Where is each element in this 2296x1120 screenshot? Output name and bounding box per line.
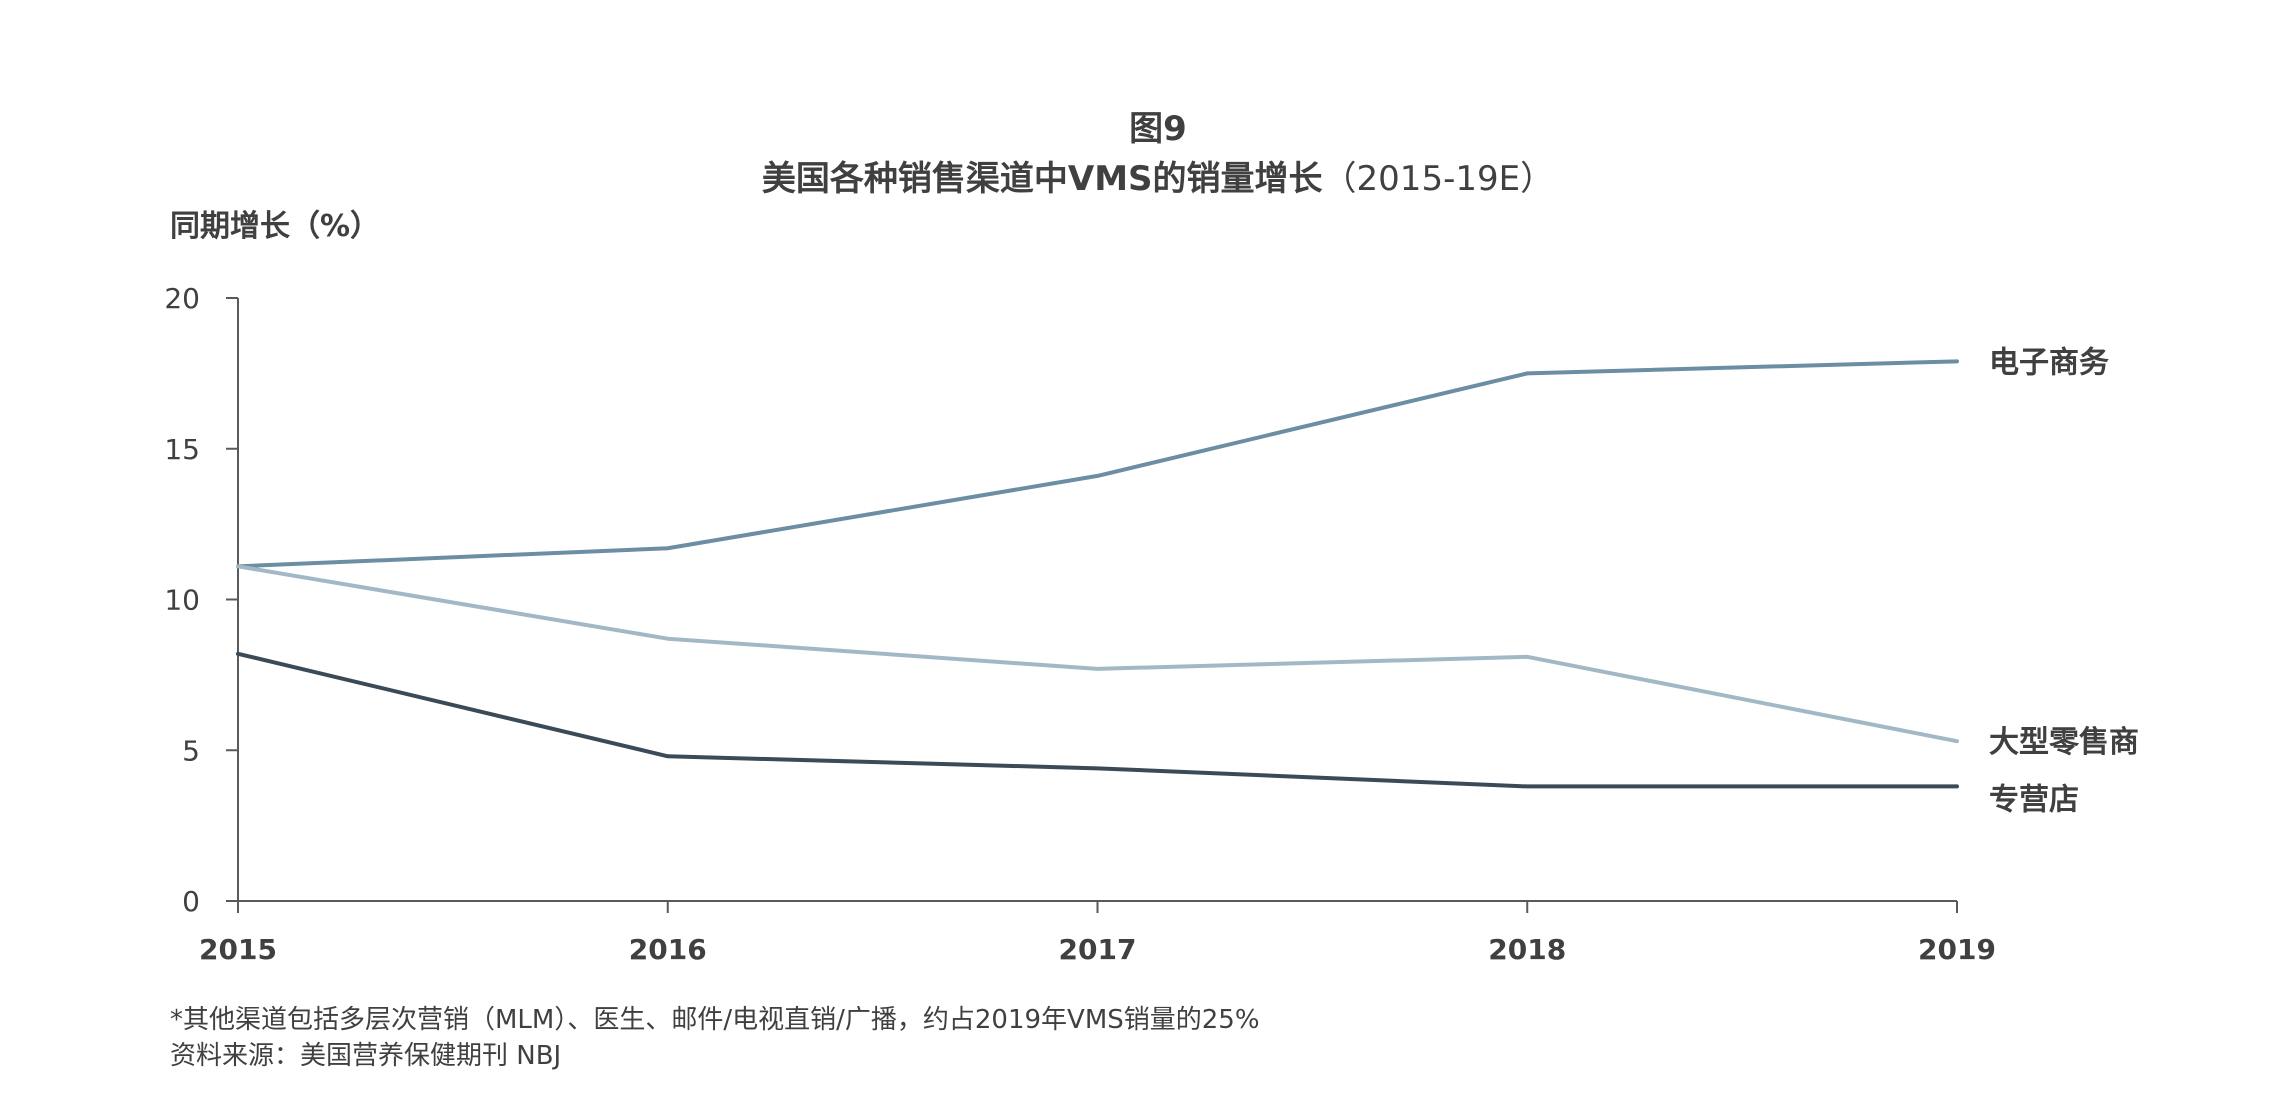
x-tick-label: 2016: [629, 933, 707, 966]
x-tick-label: 2017: [1059, 933, 1137, 966]
y-tick-label: 5: [182, 734, 200, 767]
series-line-2: [236, 564, 1959, 744]
series-line-3: [236, 651, 1959, 789]
series-line-1: [236, 359, 1959, 569]
source-note: 资料来源：美国营养保健期刊 NBJ: [170, 1041, 561, 1071]
x-tick-label: 2019: [1918, 933, 1996, 966]
y-axis-ticks: 0 5 10 15 20: [164, 282, 238, 918]
chart-title-main: 美国各种销售渠道中VMS的销量增长: [762, 159, 1323, 199]
x-tick-label: 2018: [1488, 933, 1566, 966]
x-axis-ticks: 2015 2016 2017 2018 2019: [199, 901, 1996, 966]
series-label-3: 专营店: [1989, 782, 2079, 817]
y-tick-label: 0: [182, 885, 200, 918]
y-tick-label: 15: [164, 433, 200, 466]
footnote: *其他渠道包括多层次营销（MLM）、医生、邮件/电视直销/广播，约占2019年V…: [170, 1005, 1260, 1035]
series-label-1: 电子商务: [1989, 345, 2109, 380]
y-tick-label: 20: [164, 282, 200, 315]
chart-title-suffix: （2015-19E）: [1323, 159, 1555, 199]
y-tick-label: 10: [164, 584, 200, 617]
series-label-2: 大型零售商: [1989, 725, 2139, 760]
x-tick-label: 2015: [199, 933, 277, 966]
chart-title: 美国各种销售渠道中VMS的销量增长（2015-19E）: [762, 159, 1554, 199]
y-axis-label: 同期增长（%）: [170, 209, 380, 244]
figure-label: 图9: [1129, 109, 1187, 149]
series-lines: [236, 359, 1959, 789]
